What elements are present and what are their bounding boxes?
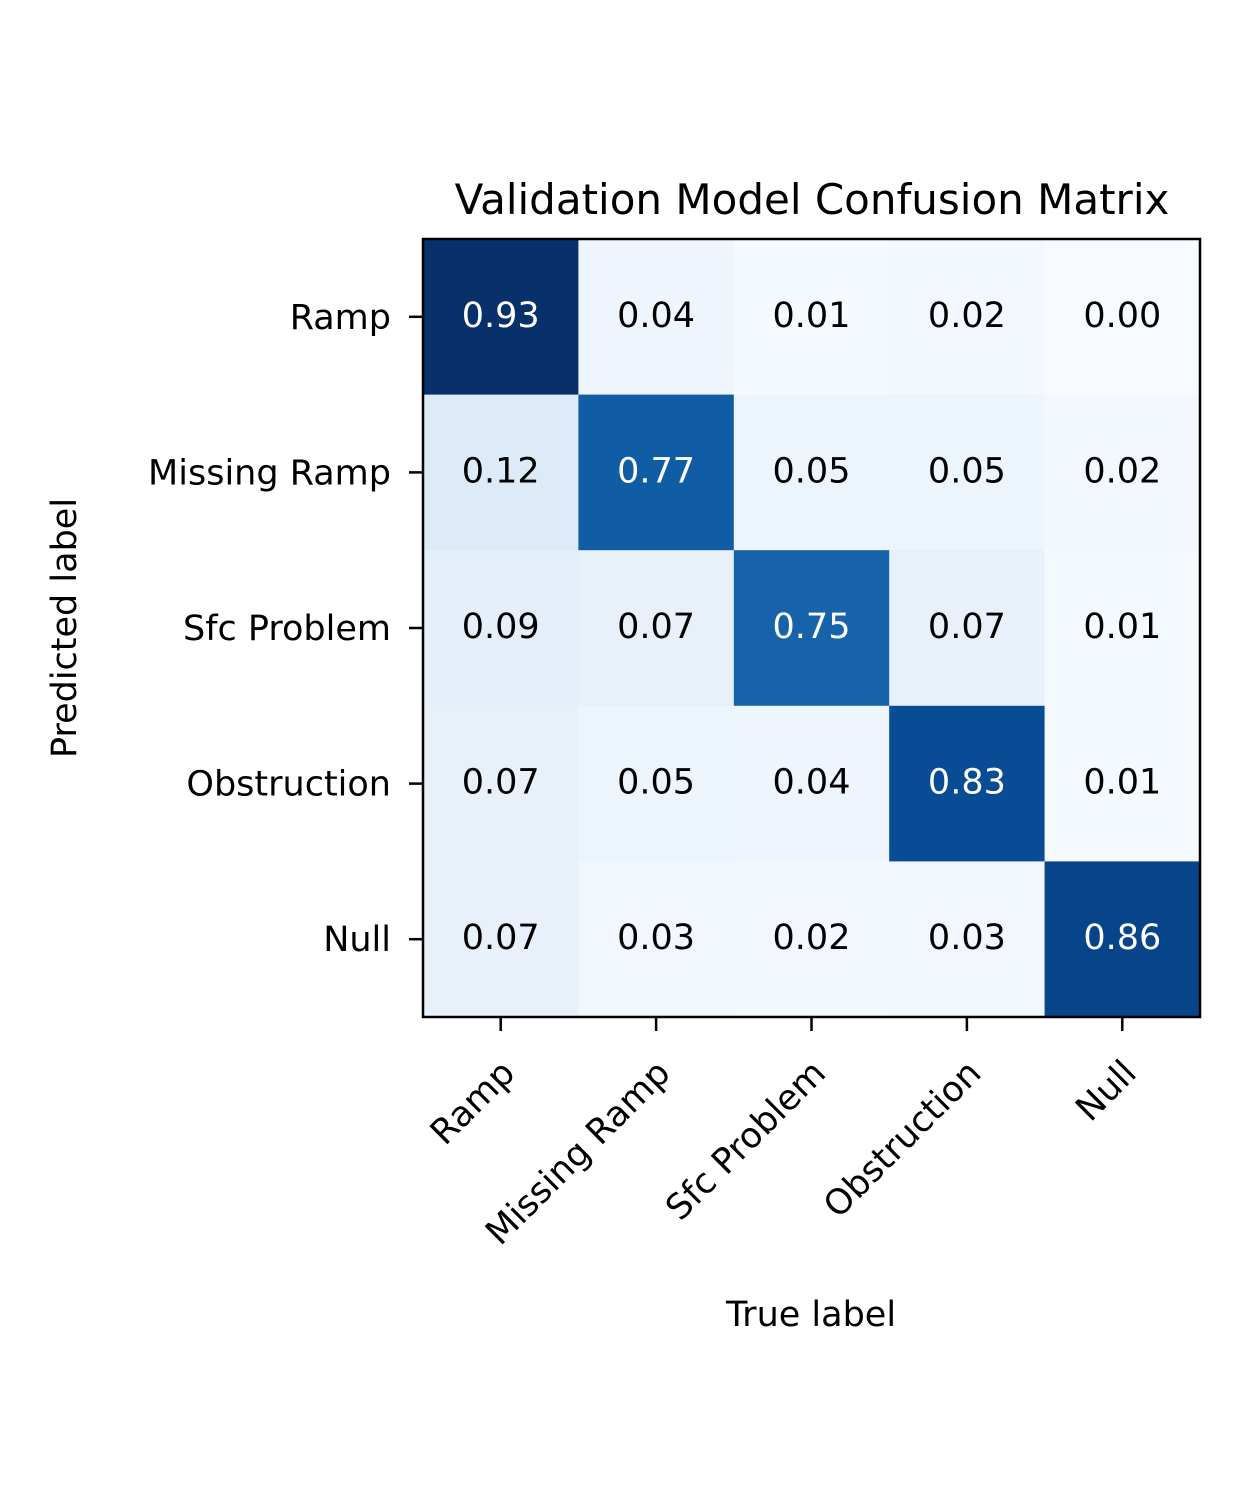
heatmap-cell: [578, 705, 735, 862]
heatmap-cell: [578, 861, 735, 1018]
cell-value-label: 0.02: [773, 918, 851, 958]
heatmap-cell: [733, 705, 890, 862]
heatmap-cell: [733, 239, 890, 396]
x-tick-label: Sfc Problem: [658, 1053, 833, 1228]
y-tick-label: Obstruction: [186, 765, 391, 805]
heatmap-cell: [423, 861, 579, 1018]
x-axis-label: True label: [725, 1295, 896, 1335]
cell-value-label: 0.01: [1083, 607, 1161, 647]
cell-value-label: 0.05: [928, 451, 1006, 491]
heatmap-cell: [578, 394, 735, 551]
heatmap-cell: [1044, 394, 1201, 551]
y-tick-label: Ramp: [290, 298, 391, 338]
cell-value-label: 0.07: [462, 918, 540, 958]
heatmap-cell: [423, 239, 579, 396]
heatmap-cell: [1044, 861, 1201, 1018]
x-tick-label: Obstruction: [816, 1053, 989, 1226]
cell-value-label: 0.02: [928, 296, 1006, 336]
y-axis-ticks: Ramp Missing Ramp Sfc Problem Obstruction Nu…: [148, 298, 423, 960]
cell-value-label: 0.77: [617, 451, 695, 491]
heatmap-cell: [423, 550, 579, 707]
cell-value-label: 0.01: [1083, 763, 1161, 803]
y-tick-label: Null: [323, 920, 391, 960]
chart-title: Validation Model Confusion Matrix: [455, 175, 1170, 224]
heatmap-cell-labels: 0.93 0.04 0.01 0.02 0.00 0.12 0.77 0.05 0.05 0.02…: [462, 296, 1162, 958]
cell-value-label: 0.86: [1083, 918, 1161, 958]
y-axis-label: Predicted label: [45, 498, 85, 758]
cell-value-label: 0.03: [617, 918, 695, 958]
heatmap-cell: [889, 239, 1046, 396]
x-tick-label: Ramp: [423, 1053, 523, 1153]
y-tick-label: Missing Ramp: [148, 453, 391, 493]
heatmap-cell: [578, 550, 735, 707]
cell-value-label: 0.02: [1083, 451, 1161, 491]
cell-value-label: 0.93: [462, 296, 540, 336]
heatmap-cell: [733, 394, 890, 551]
heatmap-cell: [889, 861, 1046, 1018]
cell-value-label: 0.12: [462, 451, 540, 491]
heatmap-cell: [1044, 239, 1201, 396]
cell-value-label: 0.07: [617, 607, 695, 647]
cell-value-label: 0.01: [773, 296, 851, 336]
cell-value-label: 0.83: [928, 763, 1006, 803]
x-tick-label: Null: [1068, 1053, 1144, 1129]
heatmap-cell: [733, 550, 890, 707]
cell-value-label: 0.03: [928, 918, 1006, 958]
heatmap-cell: [1044, 705, 1201, 862]
cell-value-label: 0.05: [617, 763, 695, 803]
cell-value-label: 0.00: [1083, 296, 1161, 336]
heatmap-cell: [423, 394, 579, 551]
heatmap-cell: [1044, 550, 1201, 707]
heatmap-cell: [889, 394, 1046, 551]
heatmap-cell: [733, 861, 890, 1018]
cell-value-label: 0.04: [617, 296, 695, 336]
heatmap-cell: [578, 239, 735, 396]
heatmap-cells: [423, 239, 1201, 1018]
cell-value-label: 0.07: [462, 763, 540, 803]
heatmap-cell: [889, 550, 1046, 707]
cell-value-label: 0.75: [773, 607, 851, 647]
y-tick-label: Sfc Problem: [183, 609, 391, 649]
cell-value-label: 0.07: [928, 607, 1006, 647]
cell-value-label: 0.09: [462, 607, 540, 647]
cell-value-label: 0.05: [773, 451, 851, 491]
cell-value-label: 0.04: [773, 763, 851, 803]
heatmap-cell: [423, 705, 579, 862]
heatmap-cell: [889, 705, 1046, 862]
